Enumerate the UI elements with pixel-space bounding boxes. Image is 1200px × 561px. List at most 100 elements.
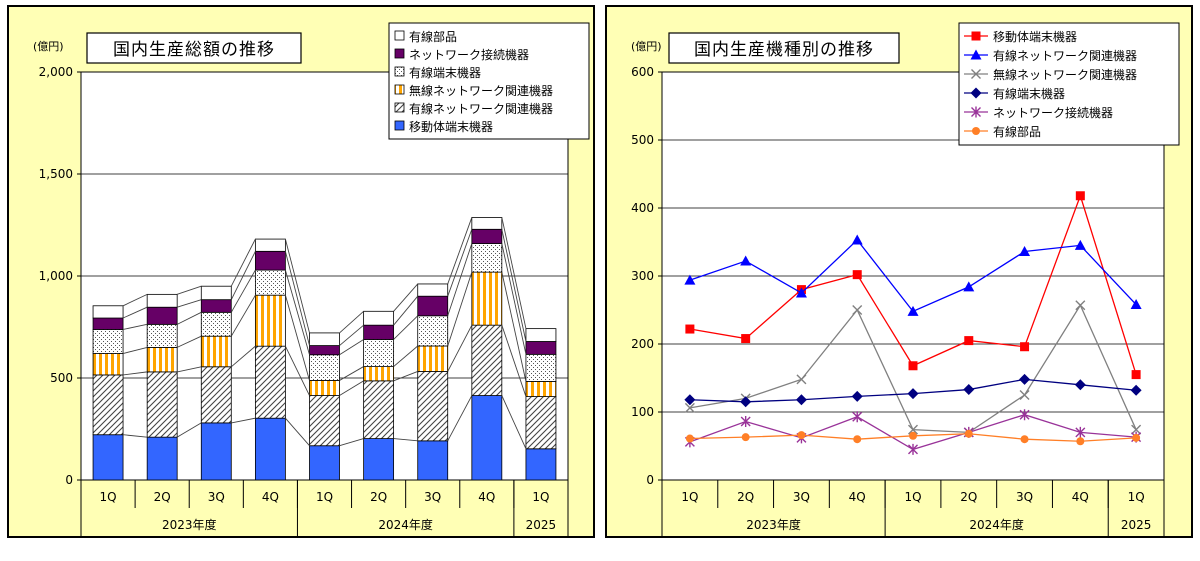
- legend-label: 有線端末機器: [409, 65, 481, 80]
- legend-label: 移動体端末機器: [409, 119, 493, 134]
- legend-label: 有線ネットワーク関連機器: [993, 48, 1137, 63]
- x-tick-label: 1Q: [681, 490, 698, 504]
- x-tick-label: 3Q: [793, 490, 810, 504]
- bar-segment: [200, 311, 232, 337]
- legend-label: 無線ネットワーク関連機器: [993, 67, 1137, 82]
- series-connector-line: [393, 295, 419, 326]
- y-tick-label: 0: [646, 473, 654, 487]
- bar-segment: [146, 323, 178, 348]
- series-connector-line: [284, 251, 310, 346]
- bar-segment: [417, 295, 449, 317]
- data-point: [971, 106, 981, 118]
- bar-segment: [146, 436, 178, 481]
- bar-segment: [146, 346, 178, 373]
- bar-segment: [471, 217, 503, 230]
- series-connector-line: [339, 438, 364, 447]
- data-point: [852, 411, 863, 423]
- series-connector-line: [230, 345, 256, 368]
- stacked-bar-chart-panel: 0 500 1,000 1,500 2,000 (億円) 1Q 2Q 3Q 4Q 1Q 2Q 3Q 4Q 1…: [7, 5, 595, 538]
- legend-label: ネットワーク接続機器: [993, 105, 1113, 120]
- line-chart-panel: 0 100 200 300 400 500 600 (億円) 1Q 2Q 3Q 4Q 1Q 2Q 3Q 4Q 1…: [605, 5, 1193, 538]
- y-tick-label: 600: [631, 65, 654, 79]
- data-point: [963, 384, 975, 396]
- legend-label: 有線部品: [409, 29, 457, 44]
- y-tick-label: 500: [50, 371, 73, 385]
- x-tick-label: 1Q: [316, 490, 333, 504]
- data-point: [1019, 246, 1031, 257]
- data-point: [907, 305, 919, 316]
- bar-segment: [309, 445, 340, 481]
- legend-entry: 有線部品: [964, 124, 1041, 139]
- bar-segment: [92, 317, 124, 330]
- bar-segment: [200, 285, 232, 301]
- legend-label: 移動体端末機器: [993, 29, 1077, 44]
- series-connector-line: [393, 283, 419, 312]
- series-connector-line: [447, 324, 473, 372]
- bar-segment: [92, 329, 124, 354]
- series-connector-line: [501, 325, 527, 397]
- data-point: [1019, 409, 1030, 421]
- x-tick-label: 3Q: [1016, 490, 1033, 504]
- series-connector-line: [501, 229, 527, 342]
- bar-segment: [200, 299, 232, 313]
- series-connector-line: [123, 434, 148, 438]
- bar-segment: [471, 271, 503, 326]
- series-connector-line: [176, 422, 202, 438]
- chart-title-box: [86, 32, 302, 64]
- x-group-label: 2023年度: [746, 517, 801, 532]
- bar-segment: [525, 341, 557, 355]
- data-point: [741, 433, 750, 442]
- bar-segment: [363, 380, 395, 439]
- x-tick-label: 2Q: [154, 490, 171, 504]
- bar-segment: [363, 324, 395, 340]
- data-point: [970, 49, 982, 60]
- x-tick-label: 2Q: [960, 490, 977, 504]
- y-tick-label: 2,000: [39, 65, 73, 79]
- series-connector-line: [447, 395, 473, 442]
- data-point: [851, 390, 863, 402]
- data-point: [971, 31, 981, 41]
- data-point: [1020, 435, 1029, 444]
- data-point: [1076, 437, 1085, 446]
- legend-label: 有線ネットワーク関連機器: [409, 101, 553, 116]
- data-point: [972, 127, 980, 135]
- bar-segment: [525, 396, 557, 450]
- data-point: [685, 324, 695, 334]
- data-point: [852, 270, 862, 280]
- series-connector-line: [339, 366, 364, 381]
- bar-segment: [471, 228, 503, 244]
- x-group-label: 2024年度: [969, 517, 1024, 532]
- bar-segment: [146, 293, 178, 308]
- bar-segment: [92, 305, 124, 319]
- data-point: [1132, 433, 1141, 442]
- stacked-bar-chart: 0 500 1,000 1,500 2,000 (億円) 1Q 2Q 3Q 4Q 1Q 2Q 3Q 4Q 1…: [33, 22, 590, 536]
- data-point: [908, 361, 918, 371]
- data-point: [684, 402, 695, 413]
- series-connector-line: [339, 380, 364, 396]
- data-point: [795, 394, 807, 406]
- y-axis-unit: (億円): [33, 40, 64, 53]
- y-tick-label: 1,000: [39, 269, 73, 283]
- data-point: [1074, 379, 1086, 391]
- data-point: [852, 305, 863, 315]
- bar-segment: [254, 417, 286, 481]
- bar-segment: [417, 345, 449, 372]
- bar-segment: [254, 250, 286, 271]
- data-point: [1131, 424, 1142, 435]
- x-tick-label: 2Q: [737, 490, 754, 504]
- series-connector-line: [122, 323, 148, 330]
- series-connector-line: [393, 371, 418, 382]
- series-group: [684, 234, 1142, 316]
- data-point: [741, 334, 751, 344]
- data-point: [796, 374, 807, 385]
- bar-segment: [92, 434, 124, 481]
- bar-segment: [200, 335, 232, 368]
- bar-segment: [92, 374, 124, 436]
- x-group-label: 2023年度: [162, 517, 217, 532]
- legend-swatch: [394, 84, 405, 95]
- legend-label: 無線ネットワーク関連機器: [409, 83, 553, 98]
- bar-segment: [254, 238, 286, 252]
- chart-title: 国内生産総額の推移: [113, 40, 275, 60]
- series-connector-line: [393, 438, 418, 442]
- bar-segment: [525, 328, 557, 342]
